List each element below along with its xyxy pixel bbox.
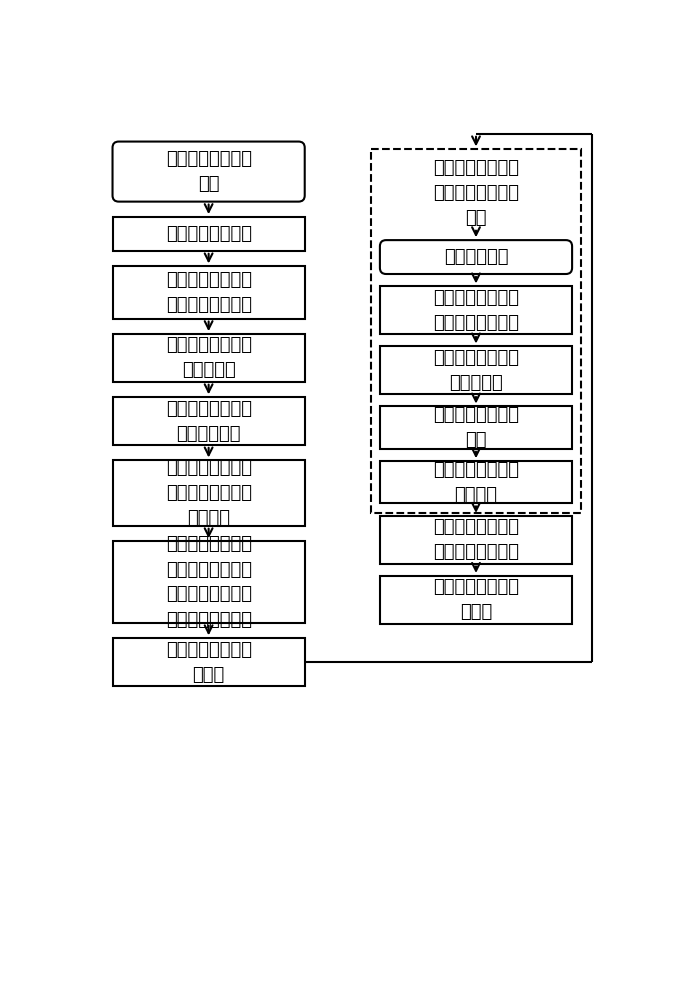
Text: 建立每组数据的模
糊关系矩阵: 建立每组数据的模 糊关系矩阵 <box>433 349 519 392</box>
Bar <box>112 334 305 382</box>
Bar <box>370 149 582 513</box>
Text: 得到微生物数量的
预测值: 得到微生物数量的 预测值 <box>433 578 519 621</box>
Text: 建立每组数据的输
入、输出关系矩阵: 建立每组数据的输 入、输出关系矩阵 <box>433 289 519 332</box>
Text: 列出模型的输出变
量表达式: 列出模型的输出变 量表达式 <box>433 461 519 504</box>
Bar <box>112 638 305 686</box>
Bar <box>380 346 572 394</box>
Text: 获取实验数据或检
测历史记录: 获取实验数据或检 测历史记录 <box>166 336 252 379</box>
Text: 梳理生产流通流程: 梳理生产流通流程 <box>166 225 252 243</box>
Text: 将输入输出变量与
其模糊集合置换，
形成模糊集合在变
量上的隶属度函数: 将输入输出变量与 其模糊集合置换， 形成模糊集合在变 量上的隶属度函数 <box>166 536 252 629</box>
Bar <box>380 406 572 449</box>
Text: 确定采用的模糊推
理机制: 确定采用的模糊推 理机制 <box>166 641 252 684</box>
Text: 确定预测模型的输
入、输出变量: 确定预测模型的输 入、输出变量 <box>166 400 252 443</box>
Text: 选用合适的解模糊
方法，进行解模糊: 选用合适的解模糊 方法，进行解模糊 <box>433 518 519 561</box>
FancyBboxPatch shape <box>380 240 572 274</box>
Bar <box>380 286 572 334</box>
Text: 了解影响微生物动
态生长的环境因素: 了解影响微生物动 态生长的环境因素 <box>166 271 252 314</box>
Bar <box>380 461 572 503</box>
Bar <box>112 541 305 623</box>
Bar <box>112 397 305 445</box>
Text: 建立总的模糊关系
矩阵: 建立总的模糊关系 矩阵 <box>433 406 519 449</box>
Text: 为每个变量选择合
适的模糊子集和隶
属度函数: 为每个变量选择合 适的模糊子集和隶 属度函数 <box>166 459 252 527</box>
Text: 确定食品产品及微
生物: 确定食品产品及微 生物 <box>166 150 252 193</box>
Text: 将数据模糊化: 将数据模糊化 <box>443 248 508 266</box>
FancyBboxPatch shape <box>112 142 305 202</box>
Bar <box>112 217 305 251</box>
Bar <box>380 516 572 564</box>
Bar <box>112 460 305 526</box>
Bar <box>380 576 572 624</box>
Text: 建立输入变量与输
出变量的模糊关系
矩阵: 建立输入变量与输 出变量的模糊关系 矩阵 <box>433 159 519 227</box>
Bar <box>112 266 305 319</box>
